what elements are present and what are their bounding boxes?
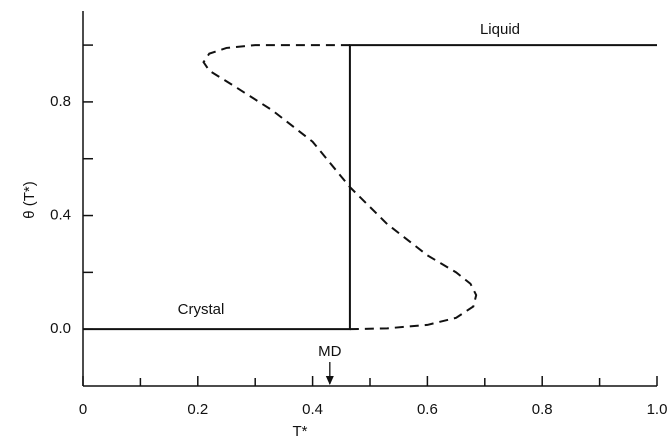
x-axis-label: T* — [293, 423, 308, 440]
annotation: Crystal — [178, 301, 225, 318]
x-tick-label: 1.0 — [647, 401, 668, 418]
x-tick-label: 0.4 — [302, 401, 323, 418]
series-line — [83, 44, 657, 331]
annotation-arrowhead — [325, 376, 334, 385]
x-tick-label: 0 — [79, 401, 87, 418]
y-tick-label: 0.8 — [50, 93, 71, 110]
y-axis-label: θ (T*) — [21, 181, 38, 219]
x-tick-label: 0.8 — [532, 401, 553, 418]
annotation: Liquid — [480, 21, 520, 38]
x-tick-label: 0.2 — [187, 401, 208, 418]
y-tick-label: 0.4 — [50, 207, 71, 224]
annotation: MD — [318, 343, 341, 360]
x-tick-label: 0.6 — [417, 401, 438, 418]
series-line — [202, 44, 478, 331]
y-tick-label: 0.0 — [50, 320, 71, 337]
